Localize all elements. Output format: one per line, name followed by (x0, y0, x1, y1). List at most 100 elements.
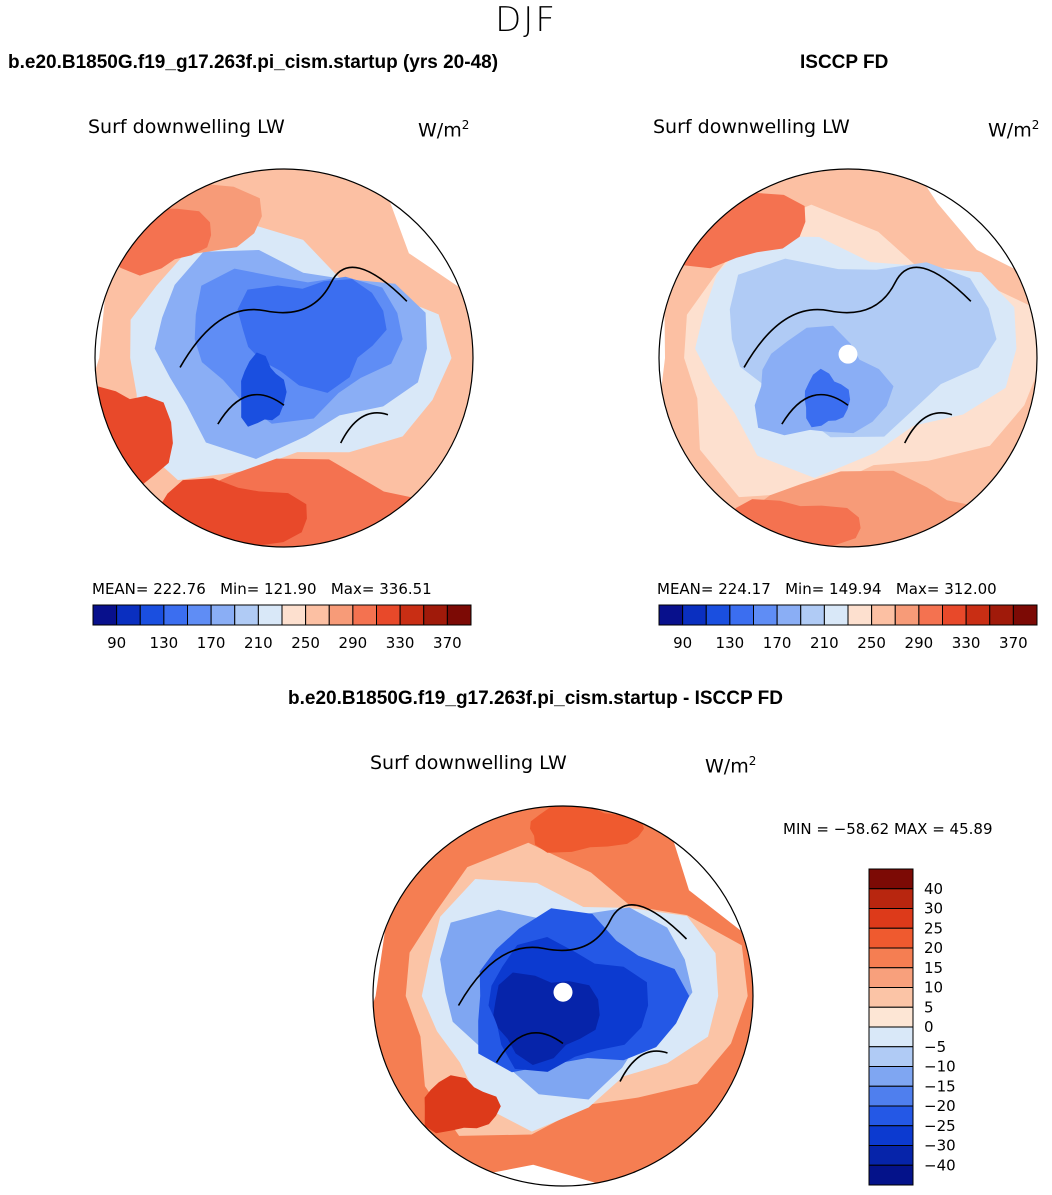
diff-map-outline (372, 805, 754, 1187)
obs-colorbar-box-14 (989, 604, 1014, 626)
diff-colorbar-tick-label: −15 (924, 1077, 956, 1095)
obs-colorbar-tick-label: 90 (673, 634, 692, 652)
model-colorbar-box-15 (446, 604, 472, 626)
model-variable-label: Surf downwelling LW (88, 116, 285, 138)
obs-colorbar-box-1 (682, 604, 707, 626)
obs-polar-map (658, 168, 1038, 548)
diff-colorbar-box-4 (868, 947, 914, 969)
diff-colorbar-box-11 (868, 1085, 914, 1107)
model-colorbar-box-10 (328, 604, 354, 626)
diff-coastlines (457, 904, 688, 1082)
obs-colorbar-box-4 (753, 604, 778, 626)
diff-missing-pole (553, 982, 573, 1002)
diff-colorbar-tick-label: −30 (924, 1137, 956, 1155)
model-map-outline (94, 168, 474, 548)
model-colorbar-box-9 (305, 604, 330, 626)
obs-variable-label: Surf downwelling LW (653, 116, 850, 138)
diff-colorbar-tick-label: 10 (924, 979, 943, 997)
model-colorbar-tick-label: 250 (291, 634, 320, 652)
model-colorbar-box-0 (92, 604, 118, 626)
diff-colorbar-box-2 (868, 908, 914, 929)
obs-colorbar-box-11 (918, 604, 943, 626)
obs-colorbar-box-12 (942, 604, 967, 626)
obs-colorbar: 90 130 170 210 250 290 330 370 (658, 604, 1038, 652)
model-colorbar-box-5 (210, 604, 236, 626)
diff-colorbar-box-14 (868, 1145, 914, 1166)
diff-colorbar-tick-label: 15 (924, 959, 943, 977)
obs-colorbar-tick-label: 170 (763, 634, 792, 652)
diff-colorbar-tick-label: −10 (924, 1058, 956, 1076)
model-colorbar-box-1 (116, 604, 141, 626)
diff-colorbar-tick-label: −5 (924, 1038, 946, 1056)
obs-missing-pole (838, 344, 858, 364)
obs-colorbar-box-5 (776, 604, 802, 626)
model-colorbar-tick-label: 330 (386, 634, 415, 652)
obs-colorbar-tick-label: 290 (905, 634, 934, 652)
diff-colorbar-tick-label: 20 (924, 939, 943, 957)
diff-colorbar-tick-label: −25 (924, 1117, 956, 1135)
diff-colorbar-tick-label: −40 (924, 1156, 956, 1174)
diff-colorbar-tick-label: −20 (924, 1097, 956, 1115)
model-colorbar-box-14 (423, 604, 448, 626)
obs-stats: MEAN= 224.17 Min= 149.94 Max= 312.00 (657, 580, 997, 598)
diff-colorbar-tick-label: 30 (924, 900, 943, 918)
diff-polar-map (372, 805, 754, 1187)
model-colorbar-box-3 (163, 604, 188, 626)
model-colorbar-box-6 (234, 604, 259, 626)
diff-colorbar-box-8 (868, 1026, 914, 1048)
obs-colorbar-tick-label: 370 (999, 634, 1028, 652)
model-units-label: W/m2 (418, 118, 470, 142)
diff-colorbar-box-15 (868, 1164, 914, 1186)
diff-colorbar-box-1 (868, 888, 914, 909)
model-colorbar-box-11 (352, 604, 377, 626)
model-colorbar-box-7 (257, 604, 283, 626)
diff-stats: MIN = −58.62 MAX = 45.89 (783, 820, 993, 838)
obs-colorbar-box-10 (894, 604, 920, 626)
obs-colorbar-box-0 (658, 604, 684, 626)
model-colorbar-tick-label: 130 (150, 634, 179, 652)
season-title: DJF (495, 0, 557, 40)
diff-colorbar-box-0 (868, 868, 914, 890)
diff-colorbar-box-12 (868, 1105, 914, 1127)
model-stats: MEAN= 222.76 Min= 121.90 Max= 336.51 (92, 580, 432, 598)
obs-contour-5 (804, 368, 851, 428)
model-panel-title: b.e20.B1850G.f19_g17.263f.pi_cism.startu… (8, 52, 499, 73)
model-colorbar-tick-label: 90 (107, 634, 126, 652)
obs-colorbar-box-13 (965, 604, 991, 626)
diff-contour-6 (493, 972, 600, 1065)
diff-colorbar-tick-label: 25 (924, 919, 943, 937)
obs-colorbar-box-6 (800, 604, 825, 626)
model-colorbar-tick-label: 370 (433, 634, 462, 652)
model-polar-map (94, 168, 474, 548)
model-colorbar-box-13 (399, 604, 425, 626)
diff-units-label: W/m2 (705, 754, 757, 778)
model-colorbar-box-4 (187, 604, 212, 626)
obs-colorbar-tick-label: 330 (952, 634, 981, 652)
diff-colorbar-box-5 (868, 967, 914, 988)
obs-colorbar-tick-label: 250 (857, 634, 886, 652)
obs-colorbar-tick-label: 210 (810, 634, 839, 652)
diff-colorbar-box-10 (868, 1066, 914, 1087)
obs-coastlines (743, 266, 972, 444)
obs-colorbar-box-15 (1012, 604, 1038, 626)
model-colorbar-box-8 (281, 604, 307, 626)
obs-contour-8 (728, 499, 861, 547)
model-colorbar-tick-label: 210 (244, 634, 273, 652)
model-contour-4 (237, 279, 387, 393)
diff-colorbar-box-9 (868, 1046, 914, 1067)
obs-colorbar-box-7 (823, 604, 849, 626)
obs-colorbar-box-8 (847, 604, 873, 626)
obs-map-outline (658, 168, 1038, 548)
diff-colorbar-box-6 (868, 987, 914, 1008)
diff-colorbar-box-7 (868, 1006, 914, 1028)
obs-colorbar-box-9 (871, 604, 896, 626)
diff-colorbar-tick-label: 40 (924, 880, 943, 898)
obs-colorbar-box-3 (729, 604, 754, 626)
diff-colorbar-tick-label: 5 (924, 998, 934, 1016)
diff-colorbar-tick-label: 0 (924, 1018, 934, 1036)
model-contour-5 (241, 352, 287, 427)
model-colorbar: 90 130 170 210 250 290 330 370 (92, 604, 472, 652)
obs-colorbar-tick-label: 130 (716, 634, 745, 652)
model-colorbar-tick-label: 170 (197, 634, 226, 652)
